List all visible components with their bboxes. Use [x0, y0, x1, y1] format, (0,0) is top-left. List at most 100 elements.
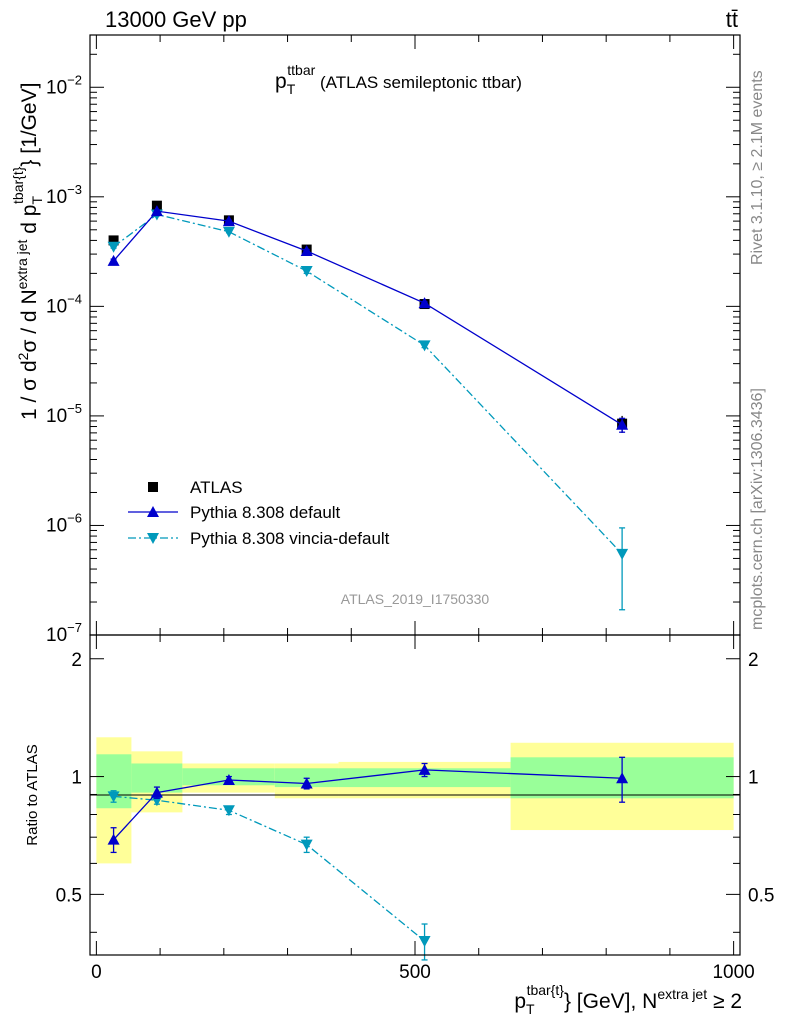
data-point [418, 340, 431, 352]
main-y-label-sub: T [29, 196, 45, 205]
ratio-bands [96, 737, 734, 864]
ratio-ticks [90, 635, 740, 955]
legend: ATLAS Pythia 8.308 default Pythia 8.308 … [128, 478, 390, 548]
series-line [113, 795, 425, 942]
main-y-tick-label: 10−2 [46, 72, 82, 98]
ratio-x-tick-labels: 0 500 1000 [91, 962, 755, 983]
data-point [107, 241, 120, 253]
ratio-y-tick-labels: 0.5 0.5 1 1 2 2 [56, 650, 775, 907]
data-point [300, 266, 313, 278]
ratio-y-label: Ratio to ATLAS [24, 744, 41, 845]
main-y-tick-mantissa: 10 [46, 296, 67, 317]
legend-marker-vincia [147, 533, 159, 544]
main-y-tick-mantissa: 10 [46, 187, 67, 208]
data-point [222, 805, 235, 817]
main-y-label-a: 1 / σ d [18, 360, 41, 420]
data-point [300, 839, 313, 851]
x-label-rest2: ≥ 2 [707, 990, 742, 1013]
ratio-y-tick-label-left: 1 [71, 768, 82, 789]
header-right: tt̄ [726, 7, 738, 32]
x-tick-label: 500 [399, 962, 431, 983]
main-y-tick-exponent: −5 [67, 401, 82, 416]
main-y-tick-exponent: −4 [67, 291, 82, 306]
data-point [107, 833, 120, 845]
main-y-tick-labels: 10−710−610−510−410−310−2 [46, 72, 82, 646]
main-y-tick-mantissa: 10 [46, 406, 67, 427]
title-rest: (ATLAS semileptonic ttbar) [315, 73, 522, 92]
main-y-label: 1 / σ d2σ / d Nextra jet d pTtbar{t}} [1… [10, 83, 45, 420]
header-left: 13000 GeV pp [105, 7, 247, 32]
main-title: pTttbar (ATLAS semileptonic ttbar) [275, 62, 522, 97]
main-series [107, 200, 629, 611]
main-y-tick-label: 10−7 [46, 620, 82, 646]
main-y-tick-label: 10−6 [46, 510, 82, 536]
data-point [150, 786, 163, 798]
x-label-rest: } [GeV], N [564, 990, 657, 1013]
main-y-tick-mantissa: 10 [46, 625, 67, 646]
main-y-label-sup3: tbar{t} [10, 166, 26, 204]
main-panel: 10−710−610−510−410−310−2 pTttbar (ATLAS … [10, 34, 741, 646]
main-y-label-sup2: extra jet [14, 239, 30, 289]
ratio-band-green [338, 768, 511, 788]
title-sup: ttbar [287, 62, 315, 78]
main-y-tick-label: 10−5 [46, 401, 82, 427]
rivet-note: Rivet 3.1.10, ≥ 2.1M events [749, 70, 766, 265]
data-point [107, 791, 120, 803]
x-label-sup: tbar{t} [527, 982, 565, 998]
main-ticks [90, 34, 740, 636]
main-y-tick-label: 10−3 [46, 182, 82, 208]
main-frame [89, 34, 741, 636]
main-y-tick-exponent: −7 [67, 620, 82, 635]
data-point [150, 205, 163, 217]
data-point [222, 226, 235, 238]
data-point [418, 763, 431, 775]
main-y-label-b: σ / d N [18, 289, 41, 352]
series-line [113, 210, 623, 426]
main-y-tick-exponent: −3 [67, 182, 82, 197]
x-axis-label: pTtbar{t}} [GeV], Nextra jet ≥ 2 [514, 982, 742, 1017]
main-y-tick-exponent: −6 [67, 510, 82, 525]
data-point [222, 773, 235, 785]
mcplots-note: mcplots.cern.ch [arXiv:1306.3436] [749, 388, 766, 630]
legend-label-atlas: ATLAS [190, 478, 243, 497]
legend-marker-atlas [148, 482, 158, 492]
main-y-tick-mantissa: 10 [46, 515, 67, 536]
main-y-tick-exponent: −2 [67, 72, 82, 87]
analysis-id: ATLAS_2019_I1750330 [341, 591, 490, 607]
ratio-y-tick-label-left: 2 [71, 650, 82, 671]
x-label-sup2: extra jet [657, 986, 707, 1002]
main-y-tick-mantissa: 10 [46, 77, 67, 98]
data-point [107, 254, 120, 266]
data-point [418, 297, 431, 309]
x-tick-label: 0 [91, 962, 102, 983]
legend-marker-default [147, 506, 159, 517]
ratio-y-tick-label-right: 1 [748, 768, 759, 789]
series-line [113, 213, 623, 555]
data-point [418, 936, 431, 948]
x-label-p: p [514, 990, 526, 1013]
data-point [300, 777, 313, 789]
data-point [108, 235, 119, 246]
data-point [300, 245, 313, 257]
data-point [616, 772, 629, 784]
ratio-panel: 0.5 0.5 1 1 2 2 0 500 1000 Ratio to ATLAS pTtba… [24, 634, 775, 1017]
ratio-y-tick-label-right: 2 [748, 650, 759, 671]
x-label-sub: T [526, 1001, 535, 1017]
main-y-tick-label: 10−4 [46, 291, 82, 317]
legend-label-default: Pythia 8.308 default [190, 503, 341, 522]
series-line [113, 769, 623, 841]
legend-label-vincia: Pythia 8.308 vincia-default [190, 529, 390, 548]
ratio-series [107, 756, 629, 961]
title-p: p [275, 70, 287, 93]
main-y-label-d: } [1/GeV] [18, 83, 41, 167]
ratio-y-tick-label-right: 0.5 [748, 885, 774, 906]
ratio-y-tick-label-left: 0.5 [56, 885, 82, 906]
x-tick-label: 1000 [712, 962, 754, 983]
data-point [616, 548, 629, 560]
main-y-label-c: d p [18, 205, 41, 240]
data-point [222, 215, 235, 227]
title-sub: T [287, 81, 296, 97]
data-point [616, 418, 629, 430]
main-y-label-sup1: 2 [15, 352, 31, 360]
